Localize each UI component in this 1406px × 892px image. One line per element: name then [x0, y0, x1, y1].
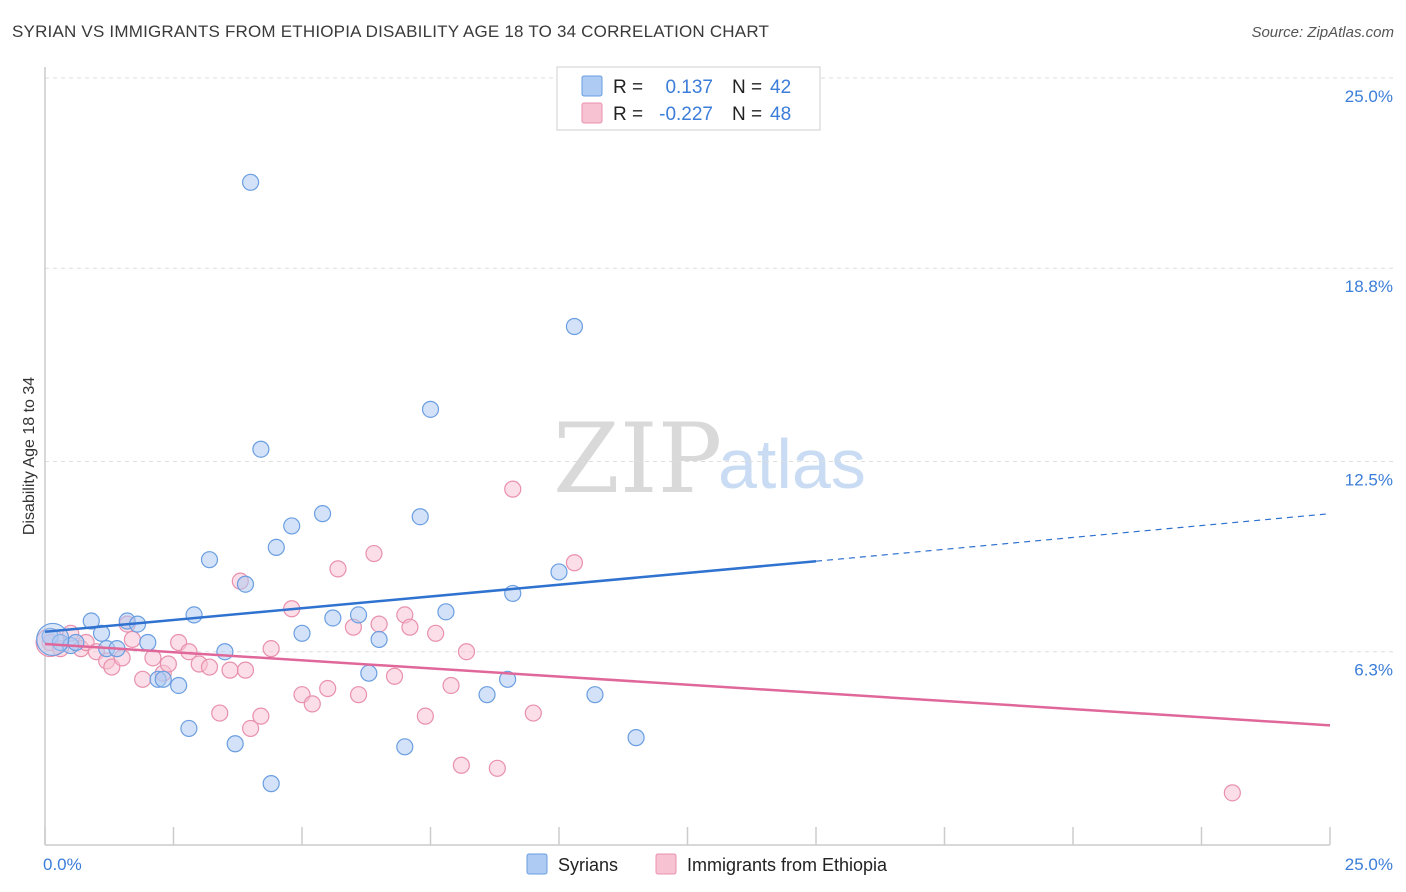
bottom-legend-syrians: Syrians — [558, 855, 618, 875]
syrian-point — [180, 719, 198, 738]
legend-n-value-2: 48 — [770, 104, 791, 125]
syrian-cluster-point — [36, 622, 70, 657]
chart-title: SYRIAN VS IMMIGRANTS FROM ETHIOPIA DISAB… — [12, 22, 770, 41]
watermark-atlas: atlas — [718, 425, 866, 503]
syrian-trend-line — [44, 559, 817, 634]
ethiopia-point — [252, 707, 270, 725]
ethiopia-point — [211, 704, 229, 722]
trend-lines — [44, 513, 1331, 727]
ethiopia-point — [236, 661, 255, 679]
syrian-point — [262, 775, 280, 793]
series-legend: Syrians Immigrants from Ethiopia — [526, 853, 888, 875]
ethiopia-point — [442, 676, 460, 695]
bottom-legend-ethiopia: Immigrants from Ethiopia — [687, 855, 888, 875]
ethiopia-point — [488, 759, 506, 777]
legend-n-value-1: 42 — [770, 77, 791, 98]
syrian-point — [216, 643, 234, 661]
legend-r-label-1: R = — [613, 77, 643, 98]
correlation-legend: R = 0.137 N = 42 R = -0.227 N = 48 — [556, 66, 821, 131]
syrian-point — [283, 517, 301, 535]
legend-n-label-2: N = — [732, 104, 762, 125]
ethiopia-point — [427, 624, 445, 642]
gridlines — [45, 77, 1395, 653]
x-tick-label-max: 25.0% — [1345, 855, 1393, 874]
syrian-point — [139, 633, 157, 652]
ethiopia-point — [385, 667, 404, 685]
ethiopia-point — [457, 643, 476, 661]
source-credit: Source: ZipAtlas.com — [1251, 24, 1394, 41]
ethiopia-point — [329, 560, 347, 578]
ethiopia-point — [401, 618, 419, 636]
y-tick-label: 6.3% — [1354, 661, 1393, 680]
syrian-point — [411, 508, 429, 526]
syrian-point — [293, 624, 311, 642]
ethiopia-point — [349, 686, 368, 704]
ethiopia-point — [262, 640, 280, 658]
legend-r-value-2: -0.227 — [659, 104, 713, 125]
legend-r-label-2: R = — [613, 104, 643, 125]
syrian-point — [226, 735, 244, 753]
ethiopia-trend-line — [44, 642, 1331, 727]
ethiopia-point — [123, 630, 141, 649]
syrian-point — [185, 606, 203, 624]
syrian-point — [421, 400, 440, 418]
syrian-point — [313, 505, 332, 523]
ethiopia-point — [565, 554, 584, 572]
x-tick-label-min: 0.0% — [43, 855, 82, 874]
ethiopia-point — [452, 756, 470, 774]
y-tick-label: 25.0% — [1345, 87, 1393, 106]
ethiopia-point — [221, 661, 239, 679]
syrian-point — [437, 603, 455, 621]
syrian-point — [550, 563, 568, 581]
syrian-point — [349, 606, 368, 624]
ethiopia-point — [370, 615, 388, 633]
syrian-point — [360, 664, 378, 682]
legend-swatch-ethiopia — [581, 102, 603, 124]
syrian-point — [170, 676, 188, 695]
syrian-point — [154, 670, 172, 688]
ethiopia-point — [416, 707, 434, 725]
ethiopia-point — [504, 480, 522, 498]
syrian-point — [586, 686, 604, 704]
y-tick-label: 12.5% — [1345, 471, 1393, 490]
legend-r-value-1: 0.137 — [665, 77, 713, 98]
syrian-trend-extension — [815, 513, 1331, 562]
syrian-point — [478, 686, 496, 704]
syrian-point — [67, 633, 85, 652]
bottom-legend-swatch-ethiopia — [655, 853, 677, 875]
syrian-point — [82, 612, 100, 630]
syrian-point — [499, 670, 517, 688]
legend-n-label-1: N = — [732, 77, 762, 98]
ethiopia-point — [134, 670, 152, 688]
syrian-point — [627, 729, 645, 747]
y-axis-label: Disability Age 18 to 34 — [21, 377, 38, 535]
syrian-point — [236, 575, 255, 593]
syrian-point — [200, 551, 219, 569]
ethiopia-point — [365, 544, 383, 563]
ethiopia-point — [303, 695, 321, 713]
ethiopia-point — [524, 704, 542, 722]
y-tick-label: 18.8% — [1345, 277, 1393, 296]
axes: 6.3% 12.5% 18.8% 25.0% — [44, 67, 1393, 846]
ethiopia-point — [200, 658, 219, 676]
syrian-point — [242, 173, 260, 191]
syrian-point — [267, 538, 285, 557]
syrian-point — [370, 630, 388, 649]
syrian-point — [324, 609, 342, 627]
syrian-point — [92, 624, 111, 642]
watermark-zip: ZIP — [553, 403, 722, 515]
ethiopia-point — [159, 655, 177, 673]
ethiopia-points — [35, 480, 1241, 802]
syrian-point — [565, 317, 584, 336]
legend-swatch-syrians — [581, 75, 603, 97]
ethiopia-point — [242, 719, 260, 738]
bottom-legend-swatch-syrians — [526, 853, 548, 875]
ethiopia-point — [319, 679, 337, 698]
syrian-point — [252, 440, 270, 458]
syrian-point — [396, 738, 414, 756]
ethiopia-point — [1223, 784, 1241, 802]
